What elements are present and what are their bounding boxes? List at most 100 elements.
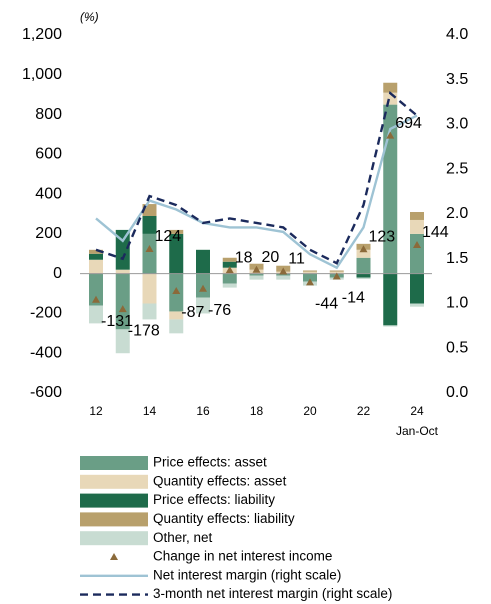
marker	[92, 295, 100, 303]
legend-label: Price effects: liability	[153, 492, 275, 507]
data-label: 124	[155, 228, 182, 245]
bar-segment	[303, 271, 317, 274]
x-tick-label: 18	[250, 404, 264, 418]
legend-swatch	[110, 553, 118, 560]
data-label: 18	[235, 249, 253, 266]
bar-segment	[196, 249, 210, 274]
bar-segment	[142, 233, 157, 274]
bar-segment	[222, 261, 237, 268]
bar-segment	[142, 273, 157, 304]
bar-segment	[169, 319, 184, 334]
bar-segment	[383, 104, 398, 274]
margin-line	[95, 114, 418, 270]
x-note: Jan-Oct	[396, 424, 439, 438]
marker	[252, 265, 261, 273]
data-label: -178	[128, 322, 160, 339]
marker	[306, 278, 314, 286]
marker	[199, 284, 207, 292]
y2-tick-label: 4.0	[446, 26, 468, 43]
data-label: 144	[422, 224, 449, 241]
bar-segment	[276, 273, 291, 276]
marker	[332, 272, 341, 280]
legend-label: Other, net	[153, 530, 213, 545]
bar-segment	[89, 259, 103, 274]
y-tick-label: 600	[35, 146, 62, 163]
legend-label: Quantity effects: liability	[153, 511, 295, 526]
bar-segment	[410, 219, 424, 234]
data-label: 11	[288, 251, 305, 268]
marker	[145, 245, 154, 253]
y2-tick-label: 0.5	[446, 339, 468, 356]
y-tick-label: -400	[30, 344, 62, 361]
y-tick-label: 1,200	[22, 26, 62, 43]
x-tick-label: 22	[357, 404, 371, 418]
bar-segment	[410, 212, 424, 220]
bar-segment	[410, 303, 424, 307]
marker	[172, 286, 181, 294]
y2-tick-label: 3.0	[446, 116, 468, 133]
x-tick-label: 14	[143, 404, 157, 418]
margin-line	[95, 91, 418, 265]
y2-tick-label: 2.0	[446, 205, 468, 222]
bar-segment	[222, 283, 237, 288]
legend-swatch	[80, 531, 148, 546]
bar-segment	[329, 270, 344, 272]
bar-segment	[410, 273, 424, 304]
bar-segment	[383, 82, 398, 93]
bar-segment	[383, 325, 398, 327]
y-tick-label: -200	[30, 305, 62, 322]
data-label: -76	[208, 302, 231, 319]
legend-swatch	[80, 456, 148, 470]
bar-segment	[356, 249, 371, 258]
x-tick-label: 16	[196, 404, 210, 418]
bar-segment	[383, 273, 398, 326]
bar-segment	[169, 229, 184, 234]
marker	[225, 266, 234, 274]
x-tick-label: 24	[410, 404, 424, 418]
bar-segment	[222, 273, 237, 284]
bar-segment	[303, 273, 317, 282]
legend-swatch	[80, 512, 148, 527]
data-label: -14	[342, 290, 365, 307]
bar-segment	[115, 269, 130, 274]
bar-segment	[89, 249, 103, 254]
legend-label: Price effects: asset	[153, 455, 267, 470]
legend-label: Net interest margin (right scale)	[153, 567, 341, 582]
y-tick-label: -600	[30, 384, 62, 401]
data-label: 123	[369, 228, 396, 245]
bar-segment	[89, 253, 103, 260]
y-tick-label: 200	[35, 225, 62, 242]
x-tick-label: 12	[89, 404, 103, 418]
y-tick-label: 800	[35, 106, 62, 123]
bar-segment	[169, 311, 184, 320]
data-label: 694	[395, 115, 422, 132]
marker	[413, 241, 421, 249]
legend-swatch	[80, 493, 148, 508]
bar-segment	[383, 92, 398, 105]
bar-segment	[303, 270, 317, 272]
y2-tick-label: 0.0	[446, 384, 468, 401]
bar-segment	[356, 273, 371, 278]
x-tick-label: 20	[303, 404, 317, 418]
marker	[279, 267, 288, 275]
data-label: -87	[181, 304, 204, 321]
y-tick-label: 400	[35, 185, 62, 202]
bar-segment	[276, 275, 291, 280]
bar-segment	[142, 303, 157, 320]
bar-segment	[89, 305, 103, 324]
legend-label: 3-month net interest margin (right scale…	[153, 586, 392, 601]
bar-segment	[356, 277, 371, 280]
bar-segment	[222, 257, 237, 262]
marker	[118, 305, 127, 313]
y2-tick-label: 3.5	[446, 71, 468, 88]
legend-swatch	[80, 474, 148, 489]
y-tick-label: 0	[53, 265, 62, 282]
bar-segment	[249, 275, 264, 280]
bar-segment	[410, 233, 424, 274]
bar-segment	[115, 329, 130, 354]
bar-segment	[142, 215, 157, 234]
marker	[386, 131, 395, 139]
bar-segment	[169, 233, 184, 274]
bar-segment	[89, 273, 103, 306]
y2-tick-label: 1.0	[446, 295, 468, 312]
